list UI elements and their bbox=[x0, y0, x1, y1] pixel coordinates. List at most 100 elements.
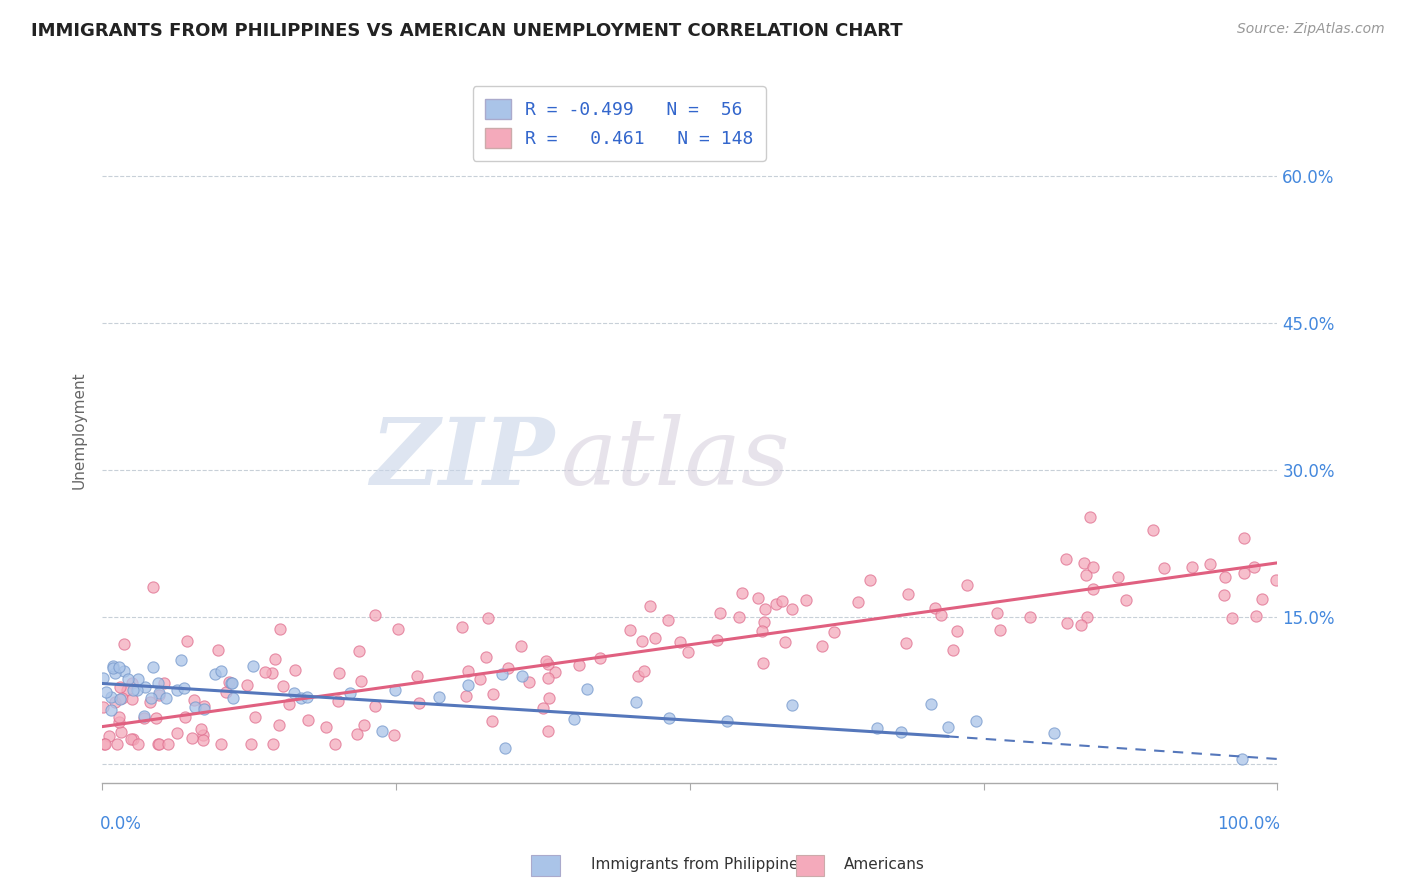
Point bbox=[93, 671, 115, 685]
Point bbox=[894, 636, 917, 650]
Point bbox=[146, 737, 169, 751]
Point bbox=[347, 644, 370, 658]
Point bbox=[328, 666, 350, 681]
Point bbox=[427, 690, 450, 704]
Point bbox=[706, 633, 728, 648]
Point bbox=[108, 680, 131, 694]
Point bbox=[669, 635, 692, 649]
Point bbox=[537, 671, 560, 685]
Y-axis label: Unemployment: Unemployment bbox=[72, 372, 86, 490]
Point bbox=[747, 591, 769, 605]
Point bbox=[517, 675, 540, 690]
Point bbox=[658, 711, 681, 725]
Point bbox=[263, 652, 285, 666]
Point bbox=[117, 672, 139, 686]
Point bbox=[929, 607, 952, 622]
Point bbox=[942, 642, 965, 657]
Point bbox=[543, 665, 565, 680]
Point bbox=[121, 732, 143, 747]
Point bbox=[262, 737, 284, 751]
Point bbox=[209, 664, 232, 678]
Point bbox=[589, 651, 612, 665]
Point bbox=[709, 606, 731, 620]
Point bbox=[986, 606, 1008, 620]
Text: Immigrants from Philippines: Immigrants from Philippines bbox=[591, 857, 806, 872]
Point bbox=[98, 730, 121, 744]
Point bbox=[101, 658, 124, 673]
Point bbox=[1198, 557, 1220, 571]
Point bbox=[170, 653, 193, 667]
Point bbox=[176, 634, 198, 648]
Point bbox=[794, 593, 817, 607]
Point bbox=[773, 635, 796, 649]
Point bbox=[509, 639, 531, 653]
Point bbox=[207, 643, 229, 657]
Point bbox=[122, 683, 145, 698]
Point bbox=[297, 714, 319, 728]
Point bbox=[184, 700, 207, 714]
Point bbox=[215, 685, 238, 699]
Point bbox=[240, 737, 263, 751]
Point bbox=[112, 637, 135, 651]
Point bbox=[218, 675, 240, 690]
Point bbox=[633, 665, 655, 679]
Point bbox=[139, 690, 162, 705]
Point bbox=[477, 611, 499, 625]
Point bbox=[101, 660, 124, 674]
Legend: R = -0.499   N =  56, R =   0.461   N = 148: R = -0.499 N = 56, R = 0.461 N = 148 bbox=[472, 87, 766, 161]
Point bbox=[236, 678, 259, 692]
Point bbox=[716, 714, 738, 728]
Point bbox=[166, 725, 188, 739]
Point bbox=[364, 608, 387, 623]
Point bbox=[157, 737, 180, 751]
Point bbox=[1018, 609, 1040, 624]
Point bbox=[382, 728, 405, 742]
Point bbox=[627, 669, 650, 683]
Point bbox=[1243, 559, 1265, 574]
Point bbox=[132, 711, 155, 725]
Point bbox=[866, 721, 889, 735]
Point bbox=[110, 725, 132, 739]
Point bbox=[364, 698, 387, 713]
Point bbox=[752, 656, 775, 670]
Point bbox=[1233, 566, 1256, 580]
Point bbox=[142, 660, 165, 674]
Point bbox=[575, 682, 598, 697]
Point bbox=[752, 615, 775, 629]
Point bbox=[537, 724, 560, 739]
Point bbox=[328, 694, 350, 708]
Point bbox=[269, 717, 291, 731]
Point bbox=[751, 624, 773, 639]
Point bbox=[770, 594, 793, 608]
Point bbox=[242, 659, 264, 673]
Point bbox=[269, 622, 291, 636]
Point bbox=[475, 650, 498, 665]
Point bbox=[127, 683, 149, 698]
Point bbox=[765, 597, 787, 611]
Point bbox=[222, 690, 245, 705]
Point bbox=[657, 613, 679, 627]
Point bbox=[1054, 551, 1077, 566]
Point bbox=[146, 676, 169, 690]
Point bbox=[100, 703, 122, 717]
Point bbox=[193, 702, 215, 716]
Point bbox=[631, 633, 654, 648]
Point bbox=[1220, 610, 1243, 624]
Text: IMMIGRANTS FROM PHILIPPINES VS AMERICAN UNEMPLOYMENT CORRELATION CHART: IMMIGRANTS FROM PHILIPPINES VS AMERICAN … bbox=[31, 22, 903, 40]
Point bbox=[166, 683, 188, 698]
Point bbox=[780, 602, 803, 616]
Point bbox=[278, 698, 301, 712]
Point bbox=[191, 732, 214, 747]
Point bbox=[134, 681, 156, 695]
Point bbox=[956, 578, 979, 592]
Point bbox=[408, 696, 430, 710]
Point bbox=[897, 587, 920, 601]
Point bbox=[945, 624, 967, 638]
Point bbox=[283, 686, 305, 700]
Point bbox=[754, 601, 776, 615]
Point bbox=[988, 623, 1011, 637]
Point bbox=[1244, 608, 1267, 623]
Text: atlas: atlas bbox=[561, 414, 790, 504]
Point bbox=[1230, 752, 1253, 766]
Point bbox=[155, 690, 177, 705]
